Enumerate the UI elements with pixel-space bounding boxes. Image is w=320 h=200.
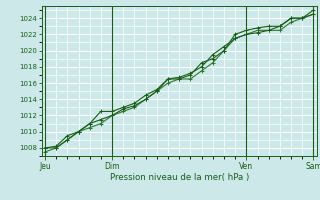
X-axis label: Pression niveau de la mer( hPa ): Pression niveau de la mer( hPa ) <box>109 173 249 182</box>
